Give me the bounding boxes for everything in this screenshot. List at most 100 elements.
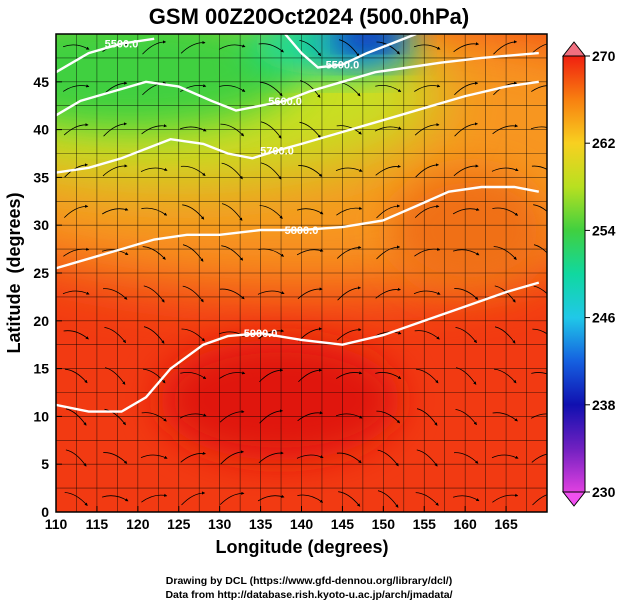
- streamline: [336, 245, 362, 259]
- colorbar-tick-label: 238: [592, 397, 616, 413]
- streamline: [297, 494, 324, 503]
- streamline: [140, 454, 168, 459]
- streamline: [297, 411, 324, 422]
- x-tick-label: 115: [86, 516, 109, 532]
- colorbar-tick-label: 246: [592, 310, 616, 326]
- streamline: [296, 208, 324, 215]
- streamline: [454, 452, 479, 464]
- streamline: [414, 84, 441, 92]
- streamline: [532, 328, 547, 335]
- streamline: [141, 493, 168, 503]
- streamline: [494, 285, 516, 303]
- streamline: [141, 124, 168, 135]
- streamline: [414, 123, 440, 136]
- streamline: [259, 409, 284, 424]
- streamline: [531, 372, 547, 375]
- streamline: [299, 40, 321, 57]
- streamline: [415, 368, 439, 384]
- streamline: [533, 244, 547, 254]
- contour-line: [284, 34, 417, 69]
- streamline: [492, 412, 518, 422]
- streamline: [415, 492, 439, 506]
- colorbar: 270 262 254 246 238 230: [561, 41, 616, 507]
- colorbar-ticks: 270 262 254 246 238 230: [585, 48, 616, 500]
- streamline: [182, 204, 205, 220]
- streamline: [141, 207, 168, 216]
- streamline: [416, 449, 438, 467]
- streamline: [142, 40, 167, 55]
- streamline: [103, 122, 128, 137]
- streamline: [180, 372, 207, 380]
- streamline: [180, 84, 207, 93]
- x-axis-label: Longitude (degrees): [215, 537, 388, 557]
- streamline: [453, 164, 479, 177]
- contour-line: [56, 80, 539, 174]
- streamline: [530, 126, 547, 130]
- colorbar-gradient: [562, 55, 586, 493]
- streamline: [181, 328, 205, 342]
- streamline: [257, 494, 285, 502]
- colorbar-tick-label: 230: [592, 484, 616, 500]
- y-tick-label: 5: [41, 456, 49, 472]
- x-axis-ticks: 110 115 120 125 130 135 140 145 150 155 160 165: [45, 506, 518, 532]
- streamline: [103, 288, 128, 300]
- streamline: [182, 244, 204, 262]
- streamline: [142, 246, 166, 260]
- streamline: [257, 290, 285, 295]
- streamline: [493, 246, 517, 260]
- streamline: [374, 331, 402, 337]
- colorbar-top-arrow: [561, 41, 587, 57]
- streamline: [492, 207, 519, 216]
- streamline: [533, 285, 547, 295]
- streamline: [374, 126, 402, 132]
- chart-title: GSM 00Z20Oct2024 (500.0hPa): [149, 4, 469, 29]
- streamline: [413, 44, 441, 50]
- streamline: [491, 454, 519, 459]
- streamline: [104, 367, 126, 385]
- streamline: [337, 286, 362, 301]
- colorbar-bottom-arrow: [561, 491, 587, 507]
- streamline: [64, 492, 88, 506]
- y-tick-label: 25: [33, 265, 49, 281]
- streamline: [376, 245, 401, 260]
- streamline: [335, 413, 363, 419]
- streamline: [180, 40, 206, 54]
- streamline: [375, 85, 402, 93]
- y-tick-label: 35: [33, 169, 49, 185]
- streamline: [259, 81, 283, 97]
- x-tick-label: 155: [413, 516, 437, 532]
- contour-line: [56, 185, 540, 270]
- streamline: [375, 372, 402, 379]
- streamline: [455, 327, 477, 344]
- streamline: [376, 410, 401, 424]
- streamline: [218, 44, 246, 50]
- streamline: [104, 327, 126, 344]
- streamline: [492, 124, 519, 135]
- streamline: [63, 123, 89, 136]
- streamline: [219, 491, 245, 505]
- grid-lines: [56, 34, 547, 512]
- streamline: [141, 412, 167, 422]
- contour-line: [56, 281, 540, 413]
- streamline: [102, 164, 128, 177]
- y-tick-label: 10: [33, 408, 49, 424]
- streamline: [377, 490, 399, 508]
- streamline: [531, 165, 547, 170]
- streamline: [533, 204, 547, 212]
- x-tick-label: 140: [290, 516, 314, 532]
- streamline: [454, 122, 479, 137]
- streamline: [62, 44, 90, 50]
- contour-label: 5700.0: [260, 146, 294, 158]
- streamline: [454, 288, 479, 300]
- streamline: [142, 368, 166, 384]
- x-tick-label: 110: [45, 516, 68, 532]
- streamline: [296, 454, 324, 459]
- contour-line: [56, 37, 155, 74]
- streamline: [179, 126, 207, 132]
- streamline: [338, 39, 360, 57]
- streamline: [62, 290, 90, 295]
- streamline: [453, 42, 480, 53]
- y-axis-label: Latitude (degrees): [4, 192, 24, 353]
- streamline: [375, 164, 401, 176]
